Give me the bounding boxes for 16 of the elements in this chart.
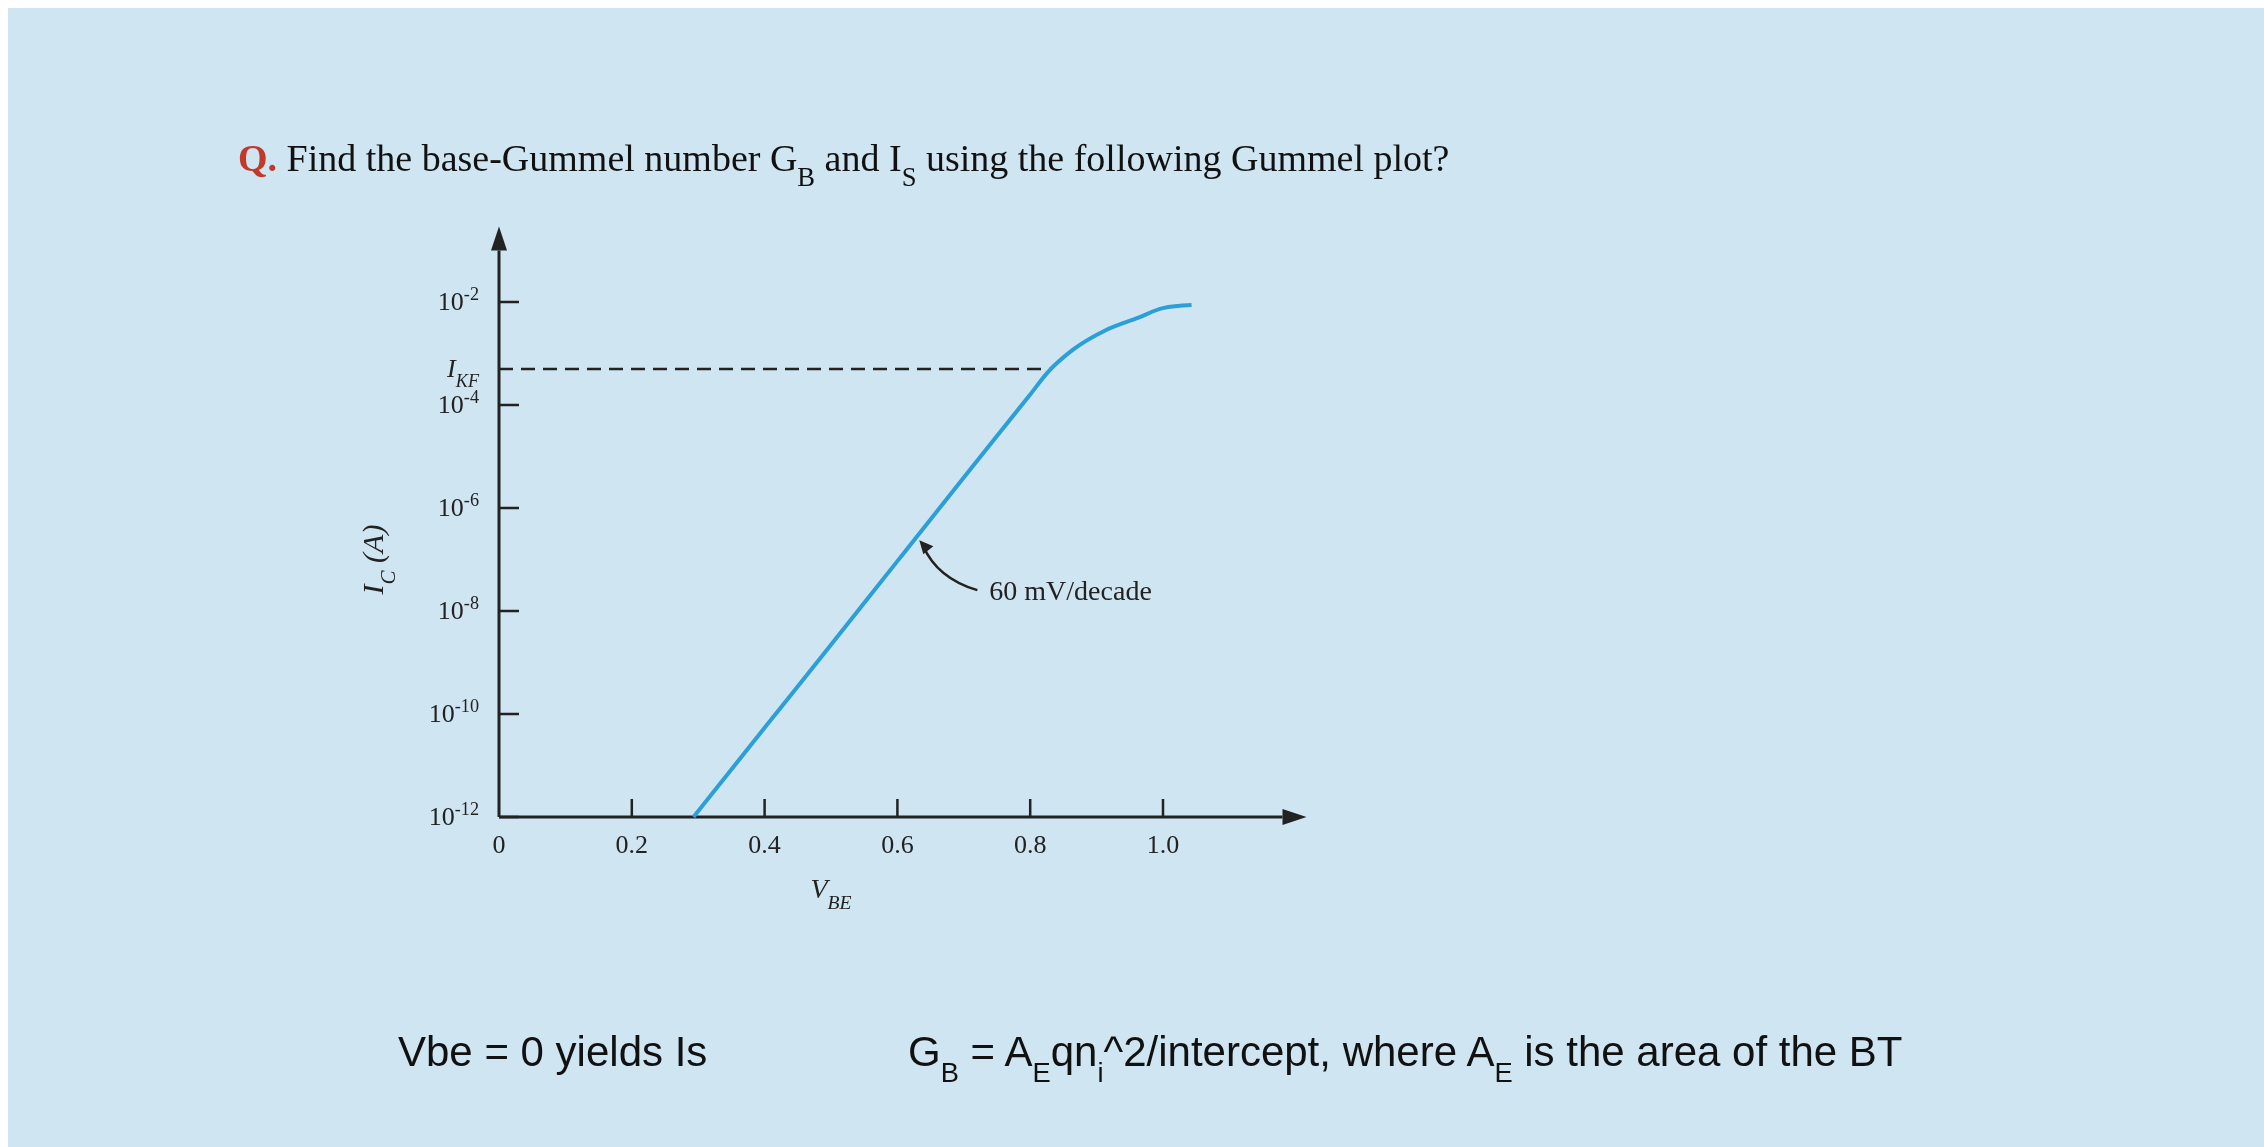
x-tick-label: 0.2 bbox=[615, 830, 649, 859]
x-tick-label: 0 bbox=[492, 830, 506, 859]
y-tick-label: 10$^{-8}$ bbox=[437, 593, 479, 625]
y-tick-label: 10$^{-2}$ bbox=[437, 284, 479, 316]
y-tick-label: 10$^{-12}$ bbox=[428, 799, 479, 831]
x-tick-label: 0.4 bbox=[748, 830, 781, 859]
y-tick-label: 10$^{-10}$ bbox=[428, 696, 479, 728]
annotation: 60 mV/decade bbox=[989, 575, 1152, 607]
text: 1.0 bbox=[1146, 830, 1180, 859]
x-tick-label: 0.6 bbox=[881, 830, 914, 859]
x-tick-label: 0.8 bbox=[1013, 830, 1047, 859]
x-axis-title: V$_{BE}$ bbox=[810, 873, 852, 913]
chart-title: Q. Find the base-Gummel number G$_{B}$ and I$_{S}$ using the following Gummel plot? bbox=[238, 137, 1450, 192]
text: G$_{B}$ = A$_{E}$qn$_{i}$^2/intercept, where A$_{E}$ is the area of the BT bbox=[908, 1028, 1903, 1088]
y-tick-label: 10$^{-6}$ bbox=[437, 490, 479, 522]
text: Vbe = 0 yields Is bbox=[398, 1028, 708, 1075]
